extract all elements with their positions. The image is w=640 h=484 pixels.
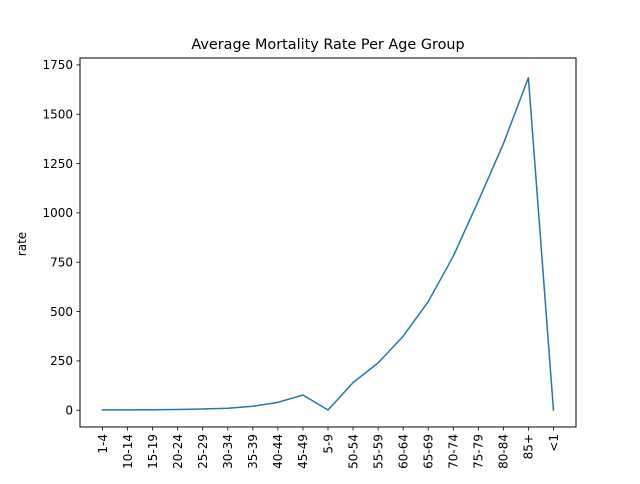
x-tick-label: 65-69 <box>422 434 436 469</box>
x-tick-label: 15-19 <box>146 434 160 469</box>
x-tick-label: 1-4 <box>96 434 110 454</box>
y-tick-label: 1250 <box>42 157 73 171</box>
y-axis-label: rate <box>15 232 29 256</box>
x-tick-label: 80-84 <box>497 434 511 469</box>
x-tick-label: 5-9 <box>321 434 335 454</box>
y-tick-label: 500 <box>50 305 73 319</box>
x-tick-label: 60-64 <box>396 434 410 469</box>
x-tick-label: 30-34 <box>221 434 235 469</box>
x-tick-label: 50-54 <box>346 434 360 469</box>
series-line <box>101 76 555 411</box>
y-tick-label: 250 <box>50 354 73 368</box>
x-tick-label: 55-59 <box>371 434 385 469</box>
axes-frame <box>79 57 577 428</box>
y-tick-label: 0 <box>65 403 73 417</box>
x-tick-label: 85+ <box>522 434 536 459</box>
plot-area: 0 250 500 750 1000 1250 1500 1750 1-4 10-14 15-19 2… <box>42 58 560 469</box>
x-tick-label: 70-74 <box>447 434 461 469</box>
x-tick-label: 20-24 <box>171 434 185 469</box>
x-tick-label: <1 <box>547 434 561 452</box>
x-tick-label: 10-14 <box>121 434 135 469</box>
x-tick-label: 35-39 <box>246 434 260 469</box>
x-tick-label: 75-79 <box>472 434 486 469</box>
x-tick-label: 45-49 <box>296 434 310 469</box>
y-tick-label: 750 <box>50 255 73 269</box>
y-tick-label: 1500 <box>42 107 73 121</box>
y-tick-label: 1750 <box>42 58 73 72</box>
x-tick-label: 25-29 <box>196 434 210 469</box>
y-tick-label: 1000 <box>42 206 73 220</box>
chart-title: Average Mortality Rate Per Age Group <box>191 37 464 53</box>
x-tick-label: 40-44 <box>271 434 285 469</box>
